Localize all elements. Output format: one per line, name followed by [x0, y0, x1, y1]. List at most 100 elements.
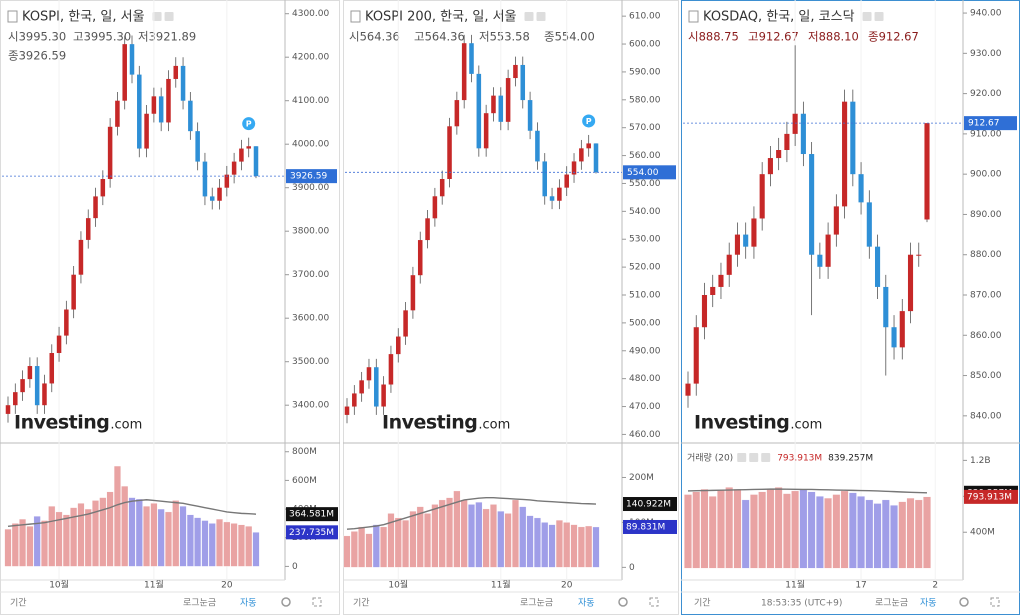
volume-bar [511, 499, 519, 568]
y-tick-label: 850.00 [970, 371, 1002, 381]
y-tick-label: 480.00 [629, 374, 661, 384]
x-tick-label: 11월 [785, 579, 805, 591]
legend-button[interactable] [761, 453, 771, 462]
y-tick-label: 400M [970, 528, 995, 538]
volume-bar [245, 526, 253, 567]
volume-bar [208, 523, 216, 567]
close-button[interactable] [164, 12, 174, 21]
y-tick-label: 460.00 [629, 430, 661, 440]
ohlc-label: 고564.36 [414, 30, 465, 44]
candle-body [759, 174, 765, 219]
ohlc-label: 종912.67 [868, 30, 919, 44]
candle-body [564, 174, 569, 188]
ohlc-label: 종554.00 [544, 30, 595, 44]
candle-body [718, 274, 724, 287]
candle-body [374, 367, 379, 407]
volume-bar [237, 524, 245, 567]
candle-body [549, 196, 555, 201]
legend-button[interactable] [737, 453, 747, 462]
volume-bar [84, 508, 92, 567]
toolbar-item[interactable]: 기간 [10, 598, 27, 609]
volume-label-box [623, 519, 677, 534]
volume-bar [453, 490, 461, 568]
y-tick-label: 4100.00 [292, 96, 329, 106]
settings-button[interactable] [524, 12, 534, 21]
candle-body [432, 196, 438, 219]
volume-label: 237.735M [289, 528, 334, 538]
toolbar-item[interactable]: 기간 [694, 598, 711, 609]
volume-bar [70, 507, 78, 567]
volume-label: 793.913M [967, 492, 1012, 502]
candle-body [542, 161, 548, 197]
candle-body [107, 126, 113, 179]
volume-bar [692, 491, 701, 569]
badge-label: P [246, 120, 252, 129]
volume-ma-line [687, 488, 928, 494]
volume-bar [194, 517, 202, 567]
toolbar-item[interactable]: 자동 [240, 598, 257, 609]
toolbar-item[interactable]: 자동 [920, 598, 937, 609]
y-tick-label: 1.2B [970, 456, 991, 466]
settings-icon[interactable] [959, 597, 969, 607]
candle-body [701, 295, 708, 328]
settings-icon[interactable] [618, 597, 628, 607]
volume-ma-line [7, 499, 257, 527]
toolbar-item[interactable]: 자동 [578, 598, 595, 609]
volume-bar [128, 497, 136, 567]
settings-button[interactable] [862, 12, 872, 21]
close-button[interactable] [874, 12, 884, 21]
volume-bar [914, 499, 923, 569]
candle-body [93, 196, 98, 219]
volume-bar [99, 497, 107, 567]
volume-bar [216, 518, 223, 567]
legend-button[interactable] [749, 453, 759, 462]
candle-body [439, 179, 445, 197]
toolbar-item[interactable]: 기간 [353, 598, 370, 609]
price-label-box [964, 116, 1017, 131]
fullscreen-icon[interactable] [649, 597, 659, 607]
volume-label-box [964, 489, 1018, 504]
candle-body [825, 234, 831, 267]
candle-body [809, 154, 815, 255]
volume-bar [380, 526, 388, 568]
candle-body [850, 101, 856, 175]
candle-body [685, 383, 691, 396]
settings-icon[interactable] [281, 597, 291, 607]
settings-button[interactable] [152, 12, 162, 21]
volume-bar [387, 513, 395, 568]
toolbar-item[interactable]: 로그눈금 [183, 598, 216, 609]
fullscreen-icon[interactable] [312, 597, 322, 607]
toolbar-item[interactable]: 로그눈금 [875, 598, 908, 609]
y-tick-label: 900.00 [970, 170, 1002, 180]
candle-body [381, 384, 386, 407]
volume-bar [416, 506, 424, 568]
candle-body [395, 336, 401, 355]
y-tick-label: 520.00 [629, 263, 661, 273]
candle-body [173, 65, 179, 79]
fullscreen-icon[interactable] [990, 597, 1000, 607]
watermark: Investing [694, 412, 789, 434]
volume-bar [592, 526, 600, 568]
toolbar-item[interactable]: 로그눈금 [520, 598, 553, 609]
volume-bar [555, 520, 563, 568]
volume-bar [881, 499, 890, 569]
volume-bar [906, 497, 915, 569]
candle-body [833, 206, 839, 235]
volume-bar [157, 508, 165, 567]
candle-body [5, 405, 11, 414]
y-tick-label: 800M [292, 447, 317, 457]
volume-bar [33, 516, 41, 567]
menu-icon [688, 10, 699, 23]
candle-body [693, 327, 699, 384]
candle-body [231, 161, 237, 175]
volume-bar [172, 500, 180, 567]
volume-bar [541, 522, 549, 568]
candle-body [891, 327, 897, 348]
close-button[interactable] [536, 12, 546, 21]
volume-bar [717, 489, 725, 569]
volume-bar [526, 515, 534, 568]
volume-bar [365, 533, 373, 568]
volume-bar [548, 524, 556, 568]
volume-bar [733, 488, 742, 569]
